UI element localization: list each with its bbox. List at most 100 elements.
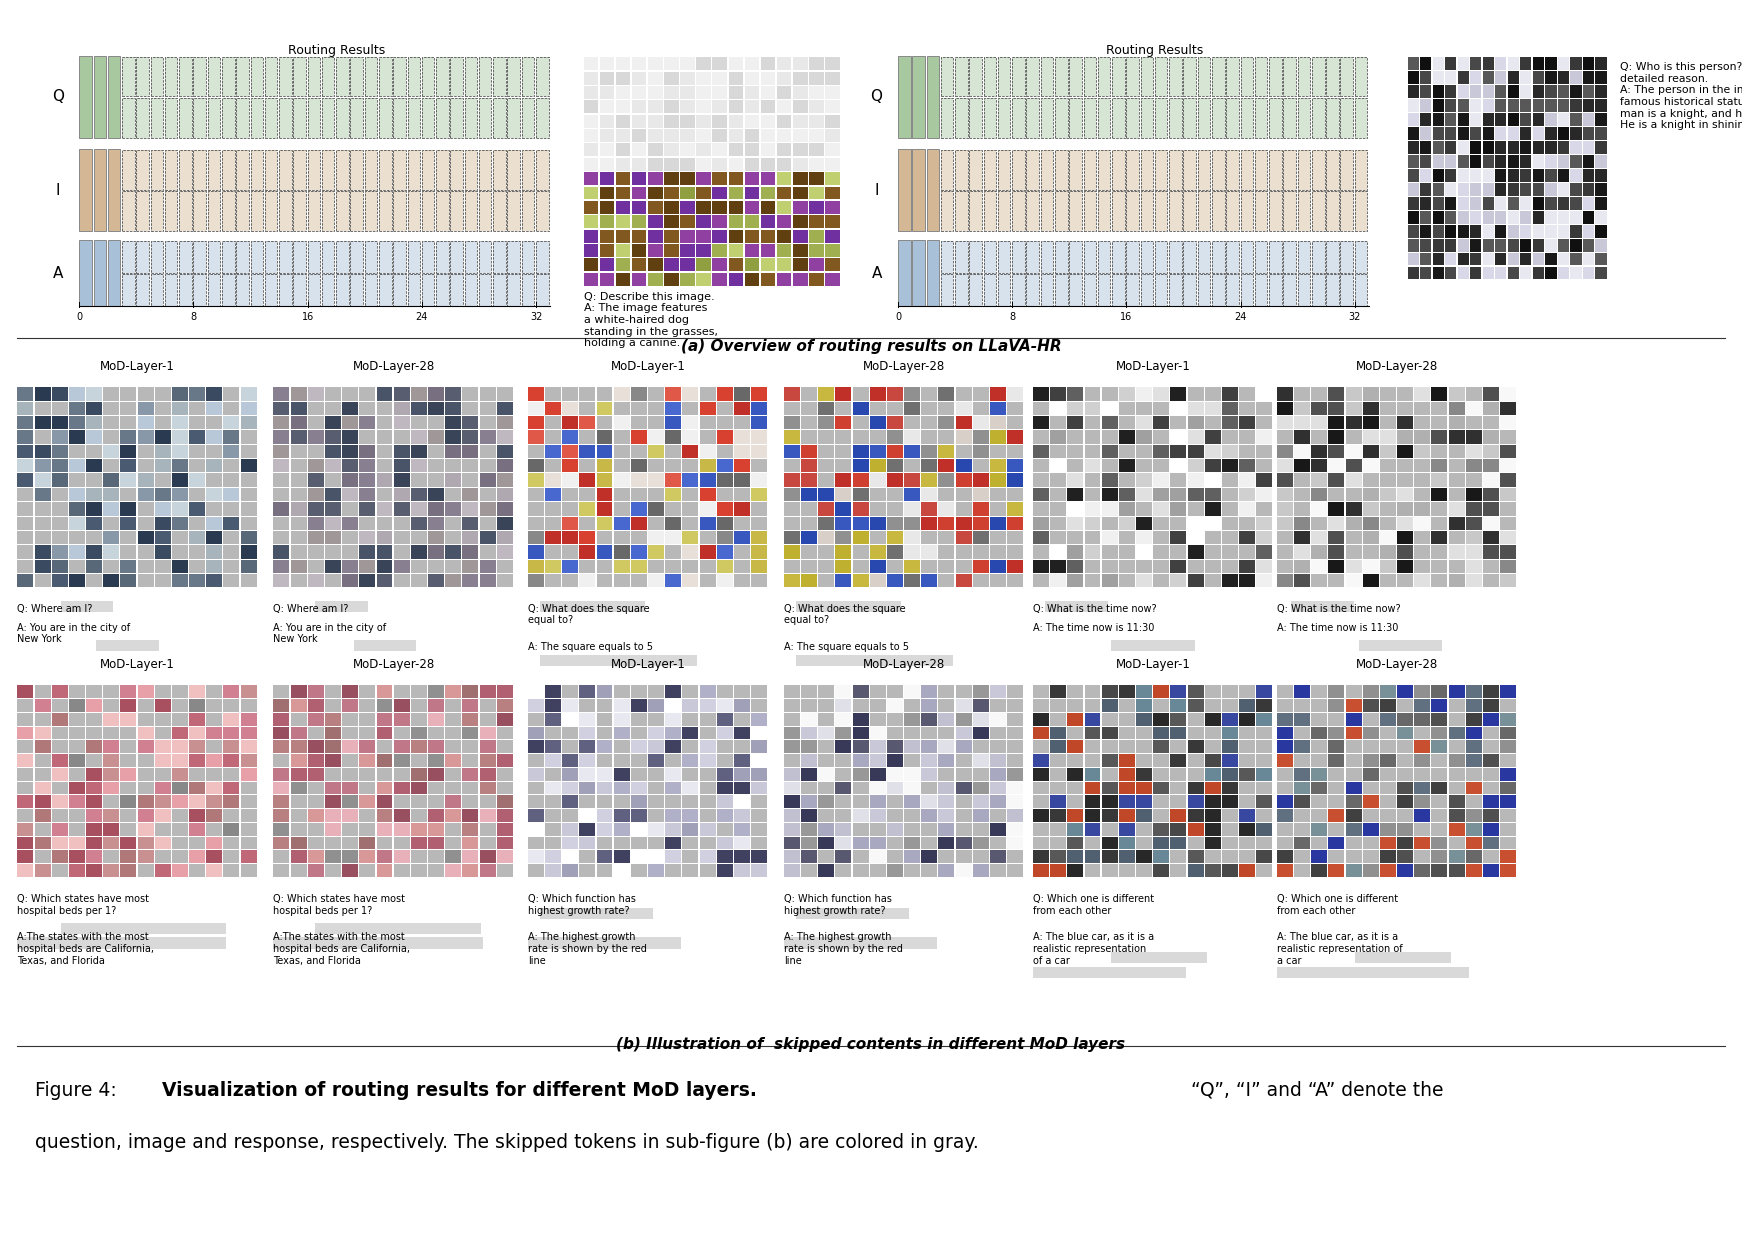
Bar <box>631 532 646 544</box>
Bar <box>1380 401 1395 415</box>
Bar <box>679 186 695 200</box>
Bar <box>1068 545 1084 559</box>
Bar <box>1155 150 1167 190</box>
Bar <box>869 560 885 573</box>
Bar <box>1033 740 1049 753</box>
Bar <box>479 502 495 515</box>
Bar <box>904 488 920 502</box>
Bar <box>887 574 902 587</box>
Bar <box>1432 197 1444 210</box>
Bar <box>733 574 749 587</box>
Bar <box>411 517 427 530</box>
Bar <box>887 727 902 739</box>
Bar <box>411 795 427 809</box>
Bar <box>989 388 1005 401</box>
Bar <box>1509 211 1519 224</box>
Bar <box>322 241 334 273</box>
Bar <box>664 215 679 229</box>
Bar <box>984 274 996 306</box>
Bar <box>852 460 869 472</box>
Bar <box>716 837 733 850</box>
Bar <box>1033 401 1049 415</box>
Bar <box>1097 98 1110 138</box>
Bar <box>897 56 911 138</box>
Text: 0: 0 <box>895 312 901 322</box>
Bar <box>138 809 153 822</box>
Bar <box>1432 169 1444 181</box>
Bar <box>648 560 664 573</box>
Bar <box>1509 57 1519 70</box>
Bar <box>801 686 817 698</box>
Bar <box>1183 241 1197 273</box>
Bar <box>1171 727 1186 739</box>
Bar <box>972 795 989 809</box>
Bar <box>819 727 834 739</box>
Bar <box>904 574 920 587</box>
Bar <box>17 754 33 766</box>
Bar <box>322 98 334 138</box>
Bar <box>279 274 291 306</box>
Bar <box>479 517 495 530</box>
Bar <box>683 768 699 781</box>
Bar <box>1509 183 1519 195</box>
Bar <box>240 473 256 487</box>
Bar <box>563 781 578 795</box>
Bar <box>1312 574 1327 587</box>
Bar <box>545 851 561 863</box>
Bar <box>479 822 495 836</box>
Bar <box>679 144 695 156</box>
Bar <box>1068 488 1084 502</box>
Bar <box>826 186 840 200</box>
Bar <box>836 740 852 753</box>
Bar <box>326 445 341 458</box>
Bar <box>394 57 406 97</box>
Bar <box>664 86 679 99</box>
Bar <box>1205 686 1221 698</box>
Bar <box>326 851 341 863</box>
Bar <box>1415 740 1430 753</box>
Bar <box>172 686 188 698</box>
Bar <box>1240 150 1252 190</box>
Bar <box>617 273 631 286</box>
Bar <box>777 129 791 142</box>
Bar <box>1380 502 1395 515</box>
Bar <box>1294 795 1310 809</box>
Bar <box>1153 781 1169 795</box>
Bar <box>376 502 392 515</box>
Bar <box>1420 127 1432 139</box>
Bar <box>1420 155 1432 168</box>
Bar <box>1153 388 1169 401</box>
Bar <box>172 502 188 515</box>
Bar <box>122 191 134 231</box>
Bar <box>984 57 996 97</box>
Bar <box>359 517 375 530</box>
Bar <box>462 727 479 739</box>
Bar <box>613 768 629 781</box>
Bar <box>1521 113 1531 125</box>
Bar <box>1007 574 1023 587</box>
Bar <box>364 241 378 273</box>
Bar <box>1101 401 1118 415</box>
Bar <box>1277 768 1293 781</box>
Bar <box>1136 713 1151 725</box>
Bar <box>308 532 324 544</box>
Bar <box>52 809 68 822</box>
Bar <box>826 158 840 170</box>
Bar <box>733 754 749 766</box>
Bar <box>1449 713 1465 725</box>
Bar <box>291 445 307 458</box>
Bar <box>85 768 103 781</box>
Bar <box>462 388 479 401</box>
Bar <box>429 768 444 781</box>
Bar <box>273 822 289 836</box>
Bar <box>496 401 512 415</box>
Bar <box>984 150 996 190</box>
Bar <box>563 502 578 515</box>
Bar <box>223 388 239 401</box>
Bar <box>462 532 479 544</box>
Bar <box>1270 57 1282 97</box>
Bar <box>648 243 662 257</box>
Bar <box>1136 851 1151 863</box>
Bar <box>1596 253 1606 266</box>
Bar <box>1458 57 1469 70</box>
